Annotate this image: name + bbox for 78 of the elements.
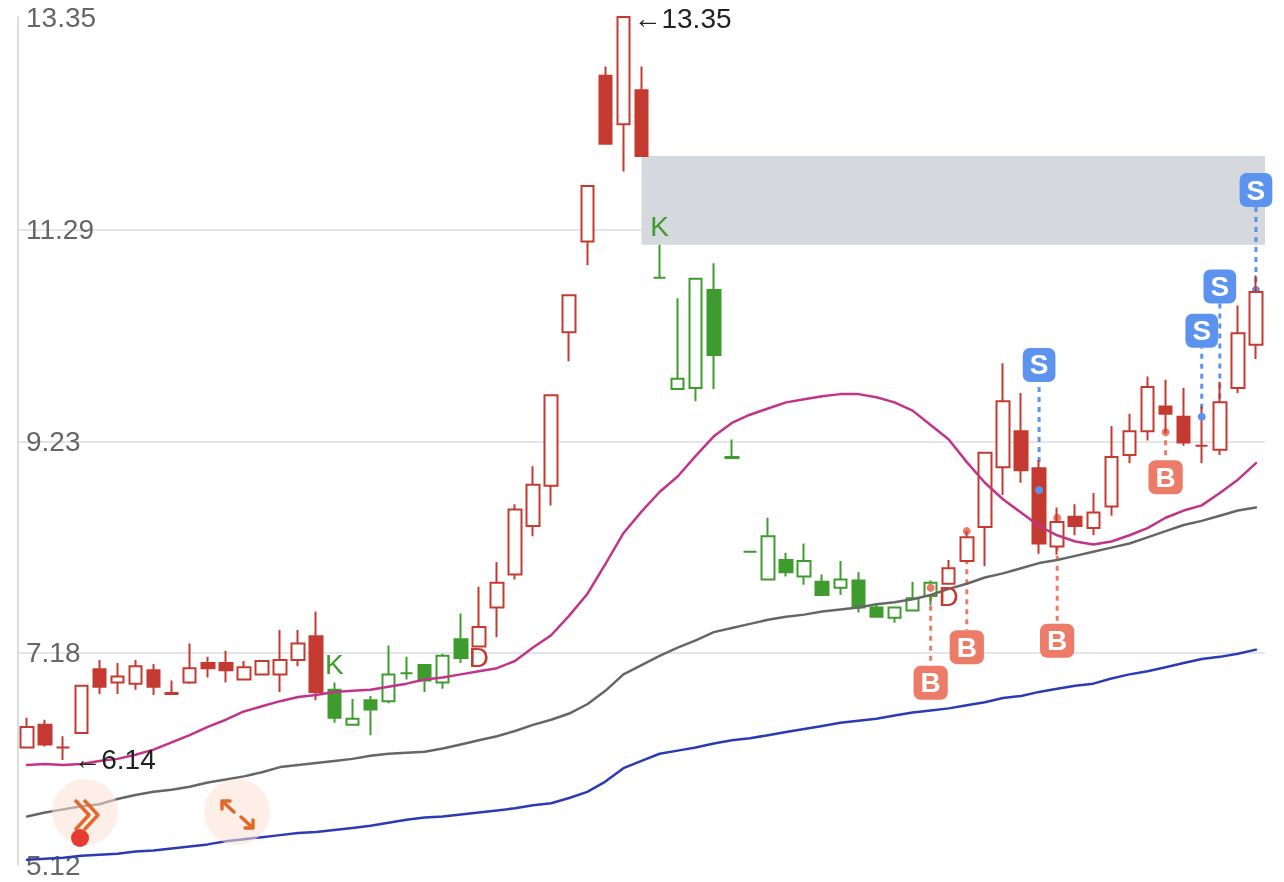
candlestick	[218, 649, 234, 684]
annotation: B	[1155, 461, 1176, 493]
candlestick	[37, 718, 53, 748]
candlestick	[941, 559, 956, 585]
candlestick	[1013, 392, 1029, 484]
candlestick	[543, 394, 559, 507]
candlestick	[525, 465, 541, 538]
candlestick	[381, 644, 396, 705]
candlestick	[327, 681, 342, 724]
annotation: D	[468, 642, 489, 674]
candlestick	[995, 362, 1011, 497]
candlestick	[561, 294, 577, 363]
candlestick	[869, 602, 884, 619]
candlestick	[833, 560, 848, 597]
candlestick	[616, 16, 631, 173]
candlestick	[92, 658, 107, 695]
candlestick	[706, 262, 722, 390]
candlestick	[1067, 503, 1083, 537]
candlestick	[200, 655, 216, 679]
candlestick	[507, 503, 523, 581]
annotation: S	[1192, 315, 1212, 347]
candlestick	[1176, 386, 1191, 447]
candlestick	[435, 652, 450, 690]
candlestick	[724, 438, 740, 459]
annotation: K	[324, 649, 344, 681]
candlestick	[146, 663, 161, 696]
candlestick	[489, 561, 505, 639]
y-tick-label: 7.18	[26, 637, 81, 669]
candlestick	[814, 573, 830, 597]
candlestick	[778, 551, 794, 578]
candlestick	[182, 642, 197, 685]
candlestick	[742, 550, 758, 553]
candlestick	[1086, 492, 1101, 537]
candlestick	[399, 655, 414, 681]
candlestick	[634, 65, 649, 158]
y-tick-label: 13.35	[26, 1, 97, 33]
line-series	[25, 392, 1258, 767]
candlestick	[851, 571, 866, 614]
annotation: B	[1047, 625, 1068, 657]
candlestick	[670, 297, 685, 390]
annotation: S	[1210, 270, 1230, 302]
annotation: K	[650, 211, 670, 243]
candlestick	[345, 698, 360, 726]
annotation: D	[938, 581, 959, 613]
line-series	[25, 506, 1258, 818]
candlestick	[74, 684, 89, 735]
candlestick	[1140, 375, 1155, 442]
candlestick	[688, 277, 703, 403]
candlestick	[290, 629, 306, 668]
candlestick	[164, 679, 179, 695]
candlestick	[471, 585, 487, 648]
candlestick	[19, 716, 35, 750]
candlestick	[1230, 304, 1246, 395]
annotation: ←13.35	[633, 2, 732, 34]
candlestick	[796, 542, 812, 586]
candlestick	[887, 606, 902, 624]
candlestick	[254, 659, 270, 676]
y-tick-label: 9.23	[26, 426, 81, 458]
candlestick	[977, 451, 993, 568]
candlestick	[1122, 412, 1137, 465]
candlestick	[55, 735, 71, 761]
candlestick	[652, 243, 667, 279]
candlestick	[110, 662, 125, 695]
candlestick	[760, 516, 776, 581]
annotation: S	[1029, 349, 1049, 381]
candlestick	[453, 612, 469, 665]
annotation: B	[920, 667, 941, 699]
candlestick	[598, 65, 613, 146]
annotation: B	[956, 631, 977, 663]
annotation: S	[1246, 174, 1266, 206]
candlestick	[363, 695, 378, 737]
candlestick	[1104, 425, 1119, 517]
candlestick	[580, 184, 595, 267]
candlestick	[128, 658, 143, 691]
candlestick	[236, 659, 252, 682]
y-tick-label: 11.29	[26, 213, 94, 245]
candlestick	[272, 629, 288, 693]
candlestick	[308, 610, 324, 702]
